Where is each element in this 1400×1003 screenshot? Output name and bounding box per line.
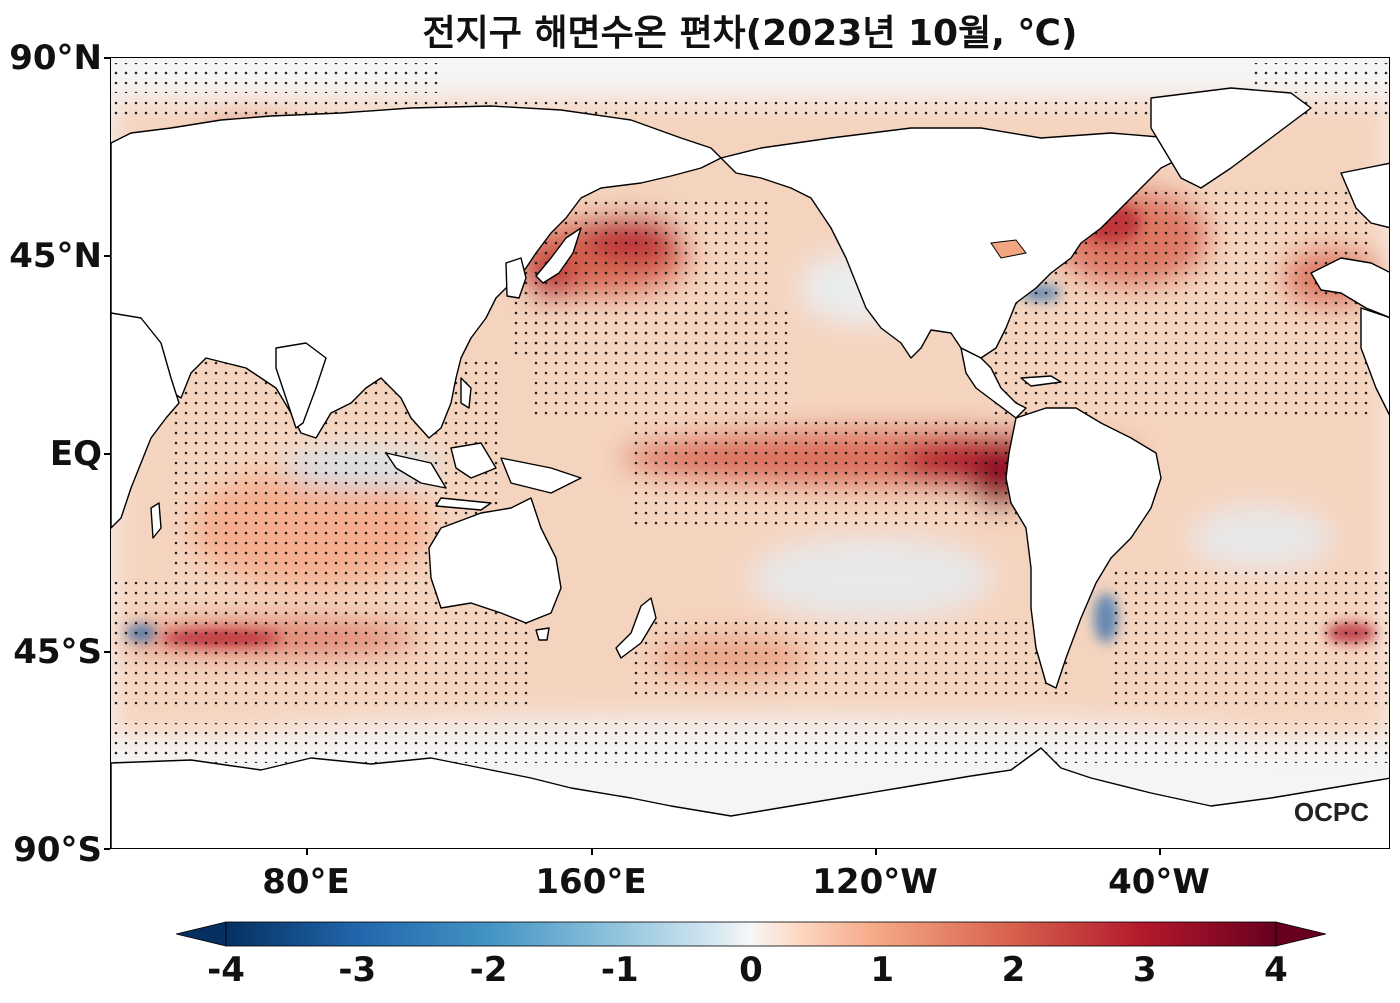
colorbar-tick-label: 0	[739, 950, 763, 990]
colorbar-gradient	[225, 921, 1277, 947]
y-tick	[104, 848, 110, 850]
lat-label-eq: EQ	[49, 434, 102, 474]
map-title: 전지구 해면수온 편차(2023년 10월, ℃)	[422, 13, 1078, 54]
land-masses	[111, 87, 1389, 848]
colorbar-max-extend	[1275, 921, 1326, 947]
colorbar-tick-label: 4	[1264, 950, 1288, 990]
colorbar-tick-label: -4	[207, 950, 245, 990]
map-canvas	[111, 58, 1389, 848]
y-tick	[104, 453, 110, 455]
lat-label-90s: 90°S	[13, 830, 102, 870]
colorbar-tick-label: -2	[469, 950, 508, 990]
lat-label-45s: 45°S	[13, 632, 102, 672]
great-lakes	[990, 239, 1027, 259]
x-tick	[591, 849, 593, 855]
lon-label-40w: 40°W	[1108, 862, 1210, 902]
y-tick	[104, 57, 110, 59]
colorbar	[176, 921, 1326, 947]
colorbar-tick-label: -1	[600, 950, 639, 990]
x-tick	[1159, 849, 1161, 855]
x-tick	[306, 849, 308, 855]
lat-label-45n: 45°N	[9, 236, 102, 276]
colorbar-tick-label: -3	[338, 950, 377, 990]
sst-anomaly-map: OCPC	[110, 57, 1390, 849]
lon-label-80e: 80°E	[262, 862, 350, 902]
ocpc-logo: OCPC	[1293, 797, 1369, 827]
lon-label-160e: 160°E	[535, 862, 647, 902]
y-tick	[104, 651, 110, 653]
colorbar-tick-label: 2	[1001, 950, 1026, 990]
lon-label-120w: 120°W	[812, 862, 938, 902]
lat-label-90n: 90°N	[9, 38, 102, 78]
y-tick	[104, 255, 110, 257]
colorbar-tick-label: 3	[1132, 950, 1157, 990]
colorbar-tick-label: 1	[870, 950, 895, 990]
x-tick	[875, 849, 877, 855]
colorbar-min-extend	[176, 921, 227, 947]
